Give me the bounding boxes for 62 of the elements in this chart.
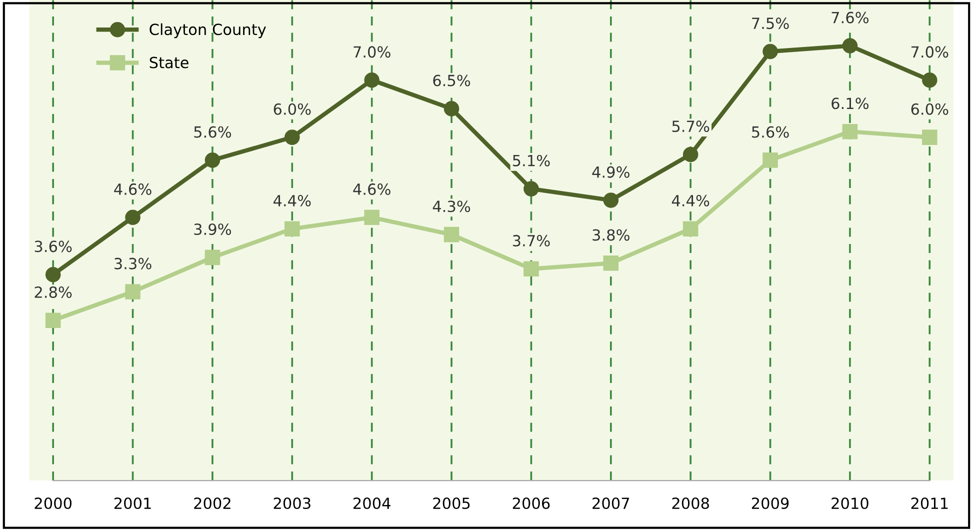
data-label: 5.1% <box>512 154 550 166</box>
x-tick-label: 2001 <box>114 497 151 510</box>
data-label: 4.9% <box>592 166 630 178</box>
point <box>444 101 460 116</box>
point <box>603 192 619 208</box>
point <box>364 210 380 226</box>
data-label: 3.6% <box>34 240 72 252</box>
data-label: 6.1% <box>832 98 869 110</box>
data-label: 6.0% <box>274 103 311 115</box>
point <box>922 130 938 145</box>
x-tick-label: 2002 <box>194 497 230 510</box>
x-tick-label: 2009 <box>752 497 789 510</box>
point <box>204 152 220 168</box>
data-label: 2.8% <box>34 286 72 298</box>
legend-label: State <box>150 56 188 68</box>
x-tick-label: 2000 <box>34 497 72 510</box>
point <box>45 312 61 328</box>
data-label: 4.4% <box>672 194 710 206</box>
point <box>762 152 778 168</box>
x-tick-label: 2003 <box>274 497 310 510</box>
point <box>524 181 539 196</box>
data-label: 7.0% <box>354 46 390 58</box>
point <box>364 72 380 88</box>
data-label: 6.5% <box>433 74 470 86</box>
data-label: 3.8% <box>592 229 630 241</box>
x-tick-label: 2005 <box>433 497 470 510</box>
point <box>842 38 858 54</box>
data-label: 4.6% <box>114 183 152 195</box>
data-label: 5.6% <box>194 126 232 138</box>
data-label: 7.0% <box>911 46 948 58</box>
data-label: 4.3% <box>432 200 470 212</box>
x-tick-label: 2007 <box>592 497 630 510</box>
point <box>524 261 539 277</box>
point <box>45 266 61 282</box>
point <box>682 146 698 162</box>
data-label: 7.6% <box>832 12 869 24</box>
point <box>762 44 778 60</box>
data-label: 6.0% <box>911 103 948 115</box>
data-label: 3.9% <box>194 223 232 236</box>
point <box>125 284 140 300</box>
data-label: 5.7% <box>672 120 710 132</box>
x-tick-label: 2004 <box>354 497 390 510</box>
data-label: 5.6% <box>752 126 789 138</box>
point <box>284 130 300 145</box>
x-tick-label: 2011 <box>911 497 948 510</box>
data-label: 4.6% <box>353 183 390 195</box>
point <box>922 72 938 88</box>
point <box>204 250 220 266</box>
point <box>682 221 698 236</box>
legend-label: Clayton County <box>150 23 266 38</box>
data-label: 4.4% <box>273 194 311 206</box>
data-label: 3.3% <box>114 258 152 270</box>
point <box>284 221 300 236</box>
x-tick-label: 2008 <box>672 497 709 510</box>
point <box>842 124 858 140</box>
data-label: 7.5% <box>752 18 789 30</box>
x-tick-label: 2010 <box>832 497 868 510</box>
point <box>444 226 460 242</box>
point <box>603 256 619 271</box>
point <box>125 210 140 226</box>
x-tick-label: 2006 <box>512 497 550 510</box>
data-label: 3.7% <box>512 234 550 246</box>
